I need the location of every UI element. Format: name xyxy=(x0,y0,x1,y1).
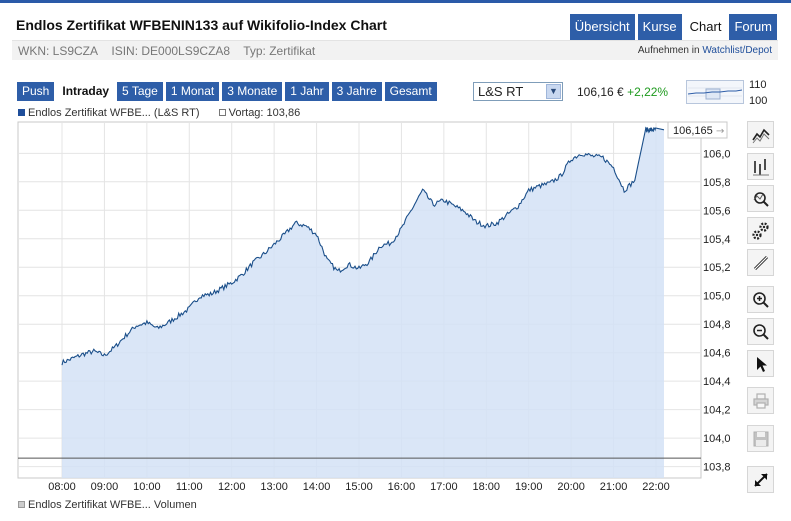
x-tick-label: 09:00 xyxy=(91,481,119,493)
last-price-label: 106,165 xyxy=(673,125,713,137)
zoom-in-icon xyxy=(752,291,769,308)
fullscreen-icon xyxy=(753,472,768,487)
x-tick-label: 08:00 xyxy=(48,481,76,493)
price-chart[interactable]: 08:00 09:00 10:00 11:00 12:00 13:00 14:00 15:00… xyxy=(0,118,740,518)
chevron-down-icon: ▼ xyxy=(546,84,561,99)
x-tick-label: 22:00 xyxy=(642,481,670,493)
ohlc-chart-button[interactable] xyxy=(747,153,774,180)
mini-chart-low-label: 100 xyxy=(749,95,768,107)
y-tick-label: 104,2 xyxy=(703,405,731,417)
y-tick-label: 104,0 xyxy=(703,433,731,445)
print-icon xyxy=(752,392,769,409)
x-tick-label: 13:00 xyxy=(260,481,288,493)
y-tick-label: 105,6 xyxy=(703,205,731,217)
exchange-value: L&S RT xyxy=(478,84,524,99)
x-tick-label: 17:00 xyxy=(430,481,458,493)
tab-forum[interactable]: Forum xyxy=(729,14,777,40)
last-price-marker: 106,165 → xyxy=(667,121,728,139)
zoom-in-button[interactable] xyxy=(747,286,774,313)
watchlist-link[interactable]: Watchlist/Depot xyxy=(702,45,772,56)
range-gesamt-button[interactable]: Gesamt xyxy=(384,82,437,101)
x-tick-label: 15:00 xyxy=(345,481,373,493)
last-price-box xyxy=(667,121,728,139)
ohlc-chart-icon xyxy=(752,158,769,175)
zoom-out-button[interactable] xyxy=(747,318,774,345)
print-button[interactable] xyxy=(747,387,774,414)
price-change: +2,22% xyxy=(627,85,669,99)
arrow-right-icon: → xyxy=(716,126,724,137)
x-tick-label: 19:00 xyxy=(515,481,543,493)
series-color-swatch xyxy=(18,109,25,116)
wkn-label: WKN: LS9CZA xyxy=(18,44,99,58)
line-chart-button[interactable] xyxy=(747,121,774,148)
instrument-info-bar: WKN: LS9CZA ISIN: DE000LS9CZA8 Typ: Zert… xyxy=(12,40,778,60)
tab-uebersicht[interactable]: Übersicht xyxy=(569,14,635,40)
y-tick-label: 104,6 xyxy=(703,348,731,360)
line-chart-icon xyxy=(751,128,770,143)
save-icon xyxy=(753,431,768,446)
range-intraday-button[interactable]: Intraday xyxy=(57,82,115,101)
isin-label: ISIN: DE000LS9CZA8 xyxy=(111,44,231,58)
save-button[interactable] xyxy=(747,425,774,452)
x-tick-label: 11:00 xyxy=(176,481,203,493)
y-tick-label: 106,0 xyxy=(703,148,731,160)
tab-chart[interactable]: Chart xyxy=(684,14,727,40)
x-tick-label: 20:00 xyxy=(557,481,585,493)
settings-button[interactable] xyxy=(747,217,774,244)
y-tick-label: 104,4 xyxy=(703,376,731,388)
x-tick-label: 12:00 xyxy=(218,481,246,493)
page-title: Endlos Zertifikat WFBENIN133 auf Wikifol… xyxy=(16,17,387,33)
time-range-selector: Push Intraday 5 Tage 1 Monat 3 Monate 1 … xyxy=(17,82,437,101)
x-tick-label: 14:00 xyxy=(303,481,331,493)
range-3-monate-button[interactable]: 3 Monate xyxy=(222,82,283,101)
legend-series: Endlos Zertifikat WFBE... (L&S RT) xyxy=(28,107,200,119)
mini-overview-chart[interactable] xyxy=(686,80,744,104)
zoom-out-icon xyxy=(752,323,769,340)
volume-legend: Endlos Zertifikat WFBE... Volumen xyxy=(18,499,197,511)
y-tick-label: 105,4 xyxy=(703,234,731,246)
x-tick-label: 21:00 xyxy=(600,481,628,493)
x-tick-label: 10:00 xyxy=(133,481,161,493)
settings-gears-icon xyxy=(751,221,769,240)
volume-swatch xyxy=(18,501,25,508)
legend-prev-close: Vortag: 103,86 xyxy=(228,107,301,119)
type-label: Typ: Zertifikat xyxy=(243,44,316,58)
pointer-icon xyxy=(756,356,767,372)
chart-legend: Endlos Zertifikat WFBE... (L&S RT) Vorta… xyxy=(18,107,300,119)
legend-volume: Endlos Zertifikat WFBE... Volumen xyxy=(28,499,197,511)
y-tick-label: 104,8 xyxy=(703,319,731,331)
draw-tool-icon xyxy=(753,255,768,270)
range-3-jahre-button[interactable]: 3 Jahre xyxy=(331,82,382,101)
mini-chart-high-label: 110 xyxy=(749,79,767,91)
section-nav: Übersicht Kurse Chart Forum xyxy=(569,14,777,40)
price-area-fill xyxy=(62,127,664,479)
tab-kurse[interactable]: Kurse xyxy=(637,14,682,40)
y-tick-label: 105,8 xyxy=(703,177,731,189)
pointer-button[interactable] xyxy=(747,350,774,377)
y-tick-label: 105,2 xyxy=(703,262,731,274)
range-5-tage-button[interactable]: 5 Tage xyxy=(117,82,163,101)
y-tick-label: 103,8 xyxy=(703,462,731,474)
price-line xyxy=(61,126,665,366)
indicator-search-button[interactable] xyxy=(747,185,774,212)
fullscreen-button[interactable] xyxy=(747,466,774,493)
draw-tool-button[interactable] xyxy=(747,249,774,276)
y-tick-label: 105,0 xyxy=(703,291,731,303)
prev-close-swatch xyxy=(218,109,226,116)
watchlist-prefix: Aufnehmen in xyxy=(637,45,700,56)
range-1-jahr-button[interactable]: 1 Jahr xyxy=(285,82,329,101)
x-tick-label: 18:00 xyxy=(473,481,501,493)
current-price: 106,16 € xyxy=(577,85,624,99)
range-push-button[interactable]: Push xyxy=(17,82,55,101)
x-axis-labels: 08:00 09:00 10:00 11:00 12:00 13:00 14:00 15:00… xyxy=(48,481,670,493)
exchange-select[interactable]: L&S RT ▼ xyxy=(473,82,563,101)
range-1-monat-button[interactable]: 1 Monat xyxy=(165,82,220,101)
current-quote: 106,16 € +2,22% xyxy=(577,85,668,99)
watchlist-add: Aufnehmen in Watchlist/Depot xyxy=(638,45,772,56)
x-tick-label: 16:00 xyxy=(388,481,416,493)
top-accent-line xyxy=(0,0,791,3)
y-axis-labels: 103,8 104,0 104,2 104,4 104,6 104,8 105,0 105,2… xyxy=(703,148,731,473)
indicator-search-icon xyxy=(753,191,769,207)
